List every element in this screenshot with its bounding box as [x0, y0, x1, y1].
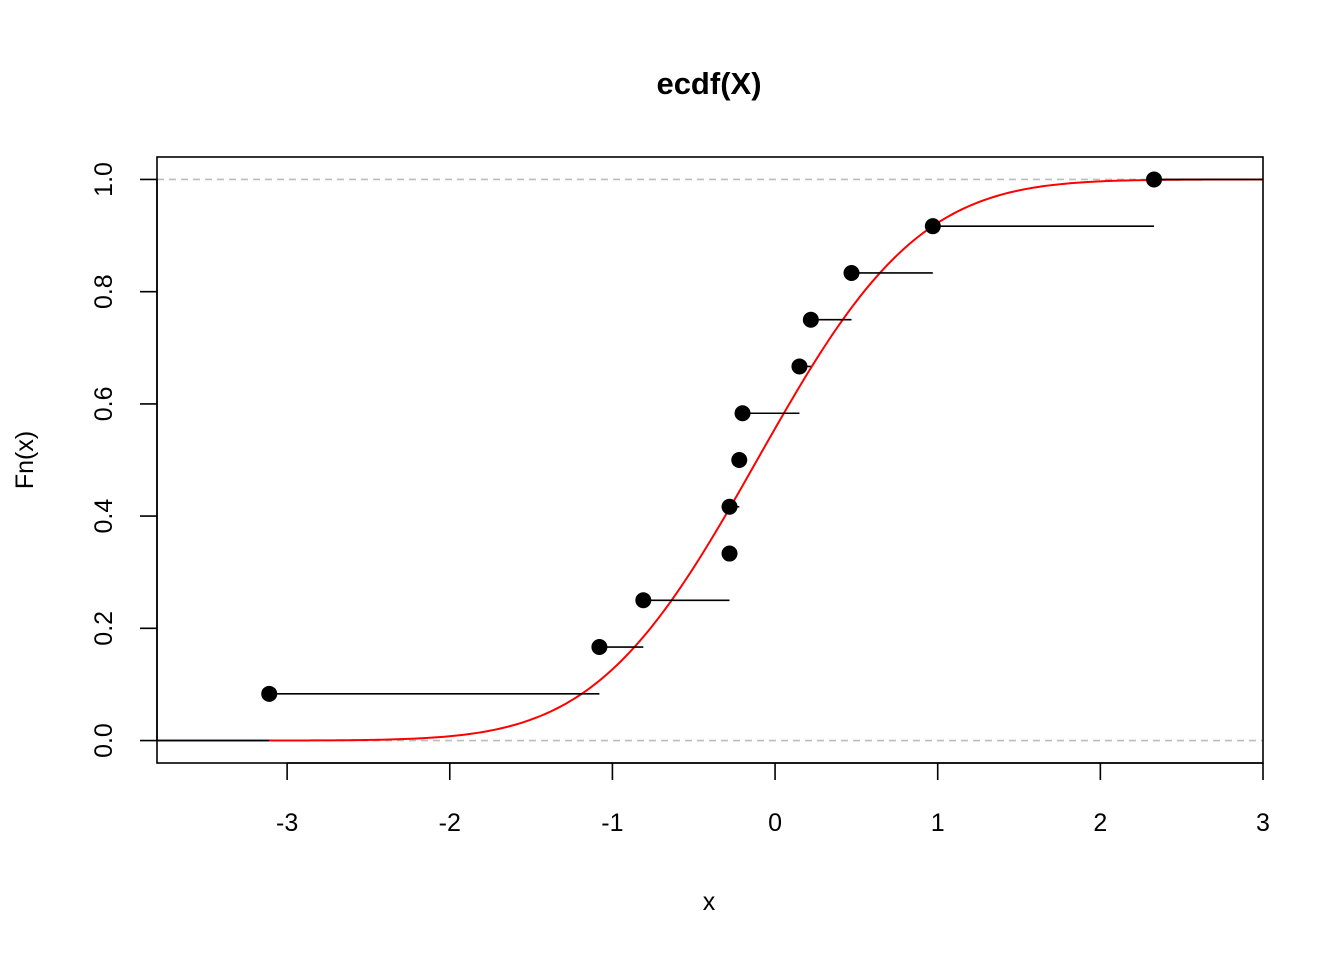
x-tick-label-1: -2	[439, 809, 461, 837]
x-tick-label-6: 3	[1256, 809, 1270, 837]
x-tick-label-5: 2	[1093, 809, 1107, 837]
y-tick-label-3: 0.6	[90, 387, 118, 422]
ecdf-point-0	[261, 685, 278, 702]
y-axis: 0.0 0.2 0.4 0.6 0.8 1.0	[90, 162, 158, 758]
ecdf-points-layer	[261, 171, 1163, 702]
x-tick-label-2: -1	[601, 809, 623, 837]
y-tick-label-1: 0.2	[90, 611, 118, 646]
ecdf-point-6	[734, 405, 751, 422]
ecdf-point-7	[791, 358, 808, 375]
x-tick-label-0: -3	[276, 809, 298, 837]
reference-lines	[157, 178, 1263, 742]
plot-frame	[156, 156, 1264, 764]
y-tick-label-2: 0.4	[90, 499, 118, 534]
ecdf-steps-layer	[157, 178, 1263, 742]
ecdf-point-8	[802, 311, 819, 328]
theoretical-cdf-curve	[157, 178, 1264, 742]
ecdf-point-2	[635, 592, 652, 609]
ecdf-point-4	[721, 498, 738, 515]
x-tick-label-4: 1	[931, 809, 945, 837]
ecdf-point-11	[1146, 171, 1163, 188]
x-axis-label: x	[703, 888, 716, 916]
y-tick-label-4: 0.8	[90, 274, 118, 309]
y-tick-label-5: 1.0	[90, 162, 118, 197]
theoretical-cdf-layer	[157, 178, 1264, 742]
x-axis: -3 -2 -1 0 1 2 3	[276, 762, 1270, 837]
y-axis-label: Fn(x)	[11, 431, 39, 489]
ecdf-point-3	[721, 545, 738, 562]
ecdf-point-10	[924, 218, 941, 235]
y-tick-label-0: 0.0	[90, 723, 118, 758]
ecdf-point-5	[731, 452, 748, 468]
x-tick-label-3: 0	[768, 809, 782, 837]
chart-title: ecdf(X)	[656, 66, 761, 101]
ecdf-point-9	[843, 264, 860, 281]
ecdf-point-1	[591, 639, 608, 656]
